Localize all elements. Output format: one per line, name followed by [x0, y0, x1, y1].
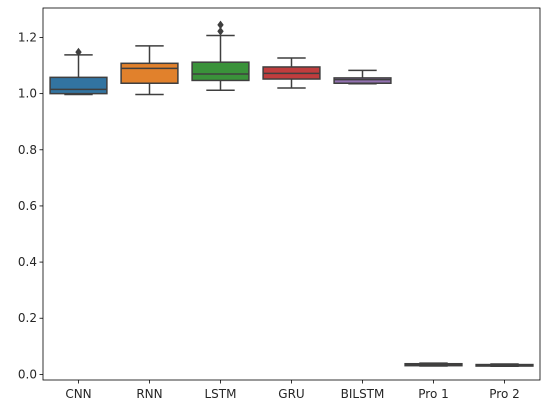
x-tick-label: Pro 1	[418, 387, 449, 401]
box-iqr	[333, 77, 392, 84]
x-axis: CNN RNN LSTM GRU BILSTM Pro 1 Pro 2	[65, 380, 520, 401]
y-tick-label: 1.2	[18, 30, 37, 44]
plot-content	[49, 20, 534, 367]
x-tick-label: RNN	[136, 387, 162, 401]
outlier-point	[217, 27, 224, 36]
y-axis: 0.0 0.2 0.4 0.6 0.8 1.0 1.2	[18, 30, 43, 381]
outlier-point	[75, 47, 82, 57]
box-group-rnn	[120, 45, 179, 96]
y-tick-label: 0.6	[18, 199, 37, 213]
y-tick-label: 0.0	[18, 367, 37, 381]
x-tick-label: CNN	[65, 387, 91, 401]
box-group-pro-1	[404, 362, 463, 367]
box-iqr	[49, 76, 108, 95]
box-group-gru	[262, 57, 321, 89]
box-group-lstm	[191, 20, 250, 92]
x-tick-label: BILSTM	[341, 387, 385, 401]
box-group-cnn	[49, 47, 108, 96]
x-tick-label: LSTM	[205, 387, 237, 401]
box-group-bilstm	[333, 69, 392, 85]
box-group-pro-2	[475, 363, 534, 367]
x-tick-label: Pro 2	[489, 387, 520, 401]
outlier-point	[217, 20, 224, 30]
y-tick-label: 0.8	[18, 143, 37, 157]
box-iqr	[191, 61, 250, 82]
y-tick-label: 1.0	[18, 87, 37, 101]
box-iqr	[120, 62, 179, 84]
y-tick-label: 0.2	[18, 311, 37, 325]
y-tick-label: 0.4	[18, 255, 37, 269]
x-tick-label: GRU	[278, 387, 304, 401]
plot-frame	[42, 7, 541, 381]
